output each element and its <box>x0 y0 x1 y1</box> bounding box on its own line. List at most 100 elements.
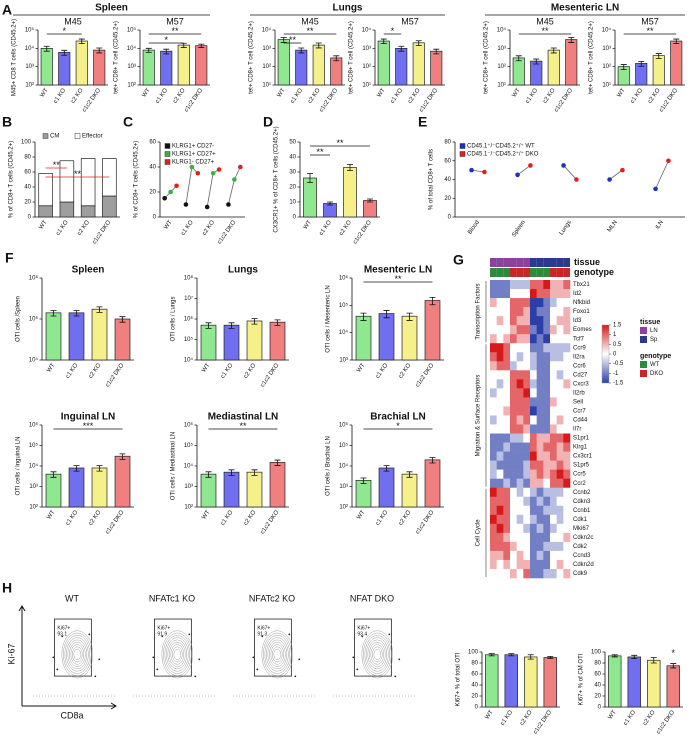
heatmap-cell <box>503 406 511 416</box>
heatmap-cell <box>556 397 564 407</box>
x-tick-label: c2 KO <box>647 87 662 104</box>
annotation-title: tissue <box>574 257 600 267</box>
bar-segment <box>80 158 96 207</box>
heatmap-cell <box>523 307 531 317</box>
contour <box>163 632 192 677</box>
heatmap-cell <box>563 280 571 290</box>
y-tick-label: 10⁶ <box>29 422 39 429</box>
plot-title: Mediastinal LN <box>208 412 279 423</box>
x-axis-label: CD8a <box>60 710 83 720</box>
x-tick-label: WT <box>303 219 313 230</box>
x-tick-label: c2 KO <box>519 709 534 726</box>
heatmap-cell <box>536 379 544 389</box>
x-tick-label: WT <box>141 87 151 98</box>
heatmap-cell <box>556 379 564 389</box>
y-tick-label: 80 <box>24 155 31 161</box>
y-tick-label: 60 <box>24 170 31 176</box>
error-bar <box>383 310 390 319</box>
scale-tick-label: 0.5 <box>613 342 622 348</box>
pair-line <box>655 160 669 190</box>
significance-label: ** <box>239 421 247 431</box>
contour <box>267 639 288 670</box>
heatmap-cell <box>490 532 497 543</box>
heatmap-cell <box>563 370 571 380</box>
y-tick-label: 10³ <box>29 484 38 490</box>
heatmap-cell <box>490 325 497 335</box>
heatmap-cell <box>523 334 531 344</box>
error-bar <box>527 654 534 660</box>
error-bar <box>620 64 627 70</box>
heatmap-cell <box>530 469 537 479</box>
bar <box>401 315 418 361</box>
x-tick-label: Lungs <box>559 220 573 237</box>
x-tick-label: c2 KO <box>88 362 103 379</box>
x-tick-label: c1 KO <box>318 219 333 236</box>
heatmap-cell <box>516 343 524 353</box>
bar <box>312 44 325 86</box>
heatmap-cell <box>516 334 524 344</box>
heatmap-cell <box>503 334 511 344</box>
y-tick-label: 20 <box>289 185 296 191</box>
y-tick-label: 10⁸ <box>184 275 194 282</box>
heatmap-cell <box>563 532 571 543</box>
contour <box>272 646 283 663</box>
heatmap-cell <box>510 532 517 543</box>
x-tick-label: c1 KO <box>55 219 70 236</box>
heatmap-cell <box>543 334 551 344</box>
heatmap-cell <box>490 541 497 552</box>
data-point <box>469 167 474 173</box>
y-tick-label: 10³ <box>127 64 136 70</box>
heatmap-cell <box>490 289 497 299</box>
heatmap-cell <box>490 505 497 516</box>
heatmap-cell <box>550 514 557 525</box>
data-point <box>195 170 201 176</box>
contour <box>363 632 392 677</box>
bar <box>343 167 357 218</box>
gene-label: Il7r <box>573 427 581 433</box>
heatmap-cell <box>556 505 564 516</box>
heatmap-cell <box>503 289 511 299</box>
bar <box>647 659 661 708</box>
heatmap-cell <box>490 298 497 308</box>
tissue-annotation <box>550 258 557 267</box>
pair-line <box>185 166 193 205</box>
heatmap-cell <box>516 361 524 371</box>
heatmap-cell <box>503 478 511 488</box>
x-tick-label: c1c2 DKO <box>352 219 373 245</box>
error-bar <box>367 198 373 203</box>
heatmap-cell <box>543 505 551 516</box>
y-tick-label: 10⁴ <box>339 463 349 470</box>
heatmap-cell <box>530 280 537 290</box>
heatmap-cell <box>490 478 497 488</box>
outlier-dot <box>198 658 201 661</box>
error-bar <box>333 55 340 62</box>
gene-label: Cd27 <box>573 372 588 378</box>
gene-label: Ccr6 <box>573 363 586 369</box>
contour <box>172 646 183 663</box>
heatmap-cell <box>503 433 511 443</box>
gate <box>353 618 392 677</box>
heatmap-cell <box>550 307 557 317</box>
bar <box>377 40 390 86</box>
scale-tick-label: 0 <box>613 352 617 358</box>
heatmap-cell <box>550 316 557 326</box>
contour <box>170 644 185 665</box>
x-tick-label: c1c2 DKO <box>415 362 436 388</box>
heatmap-cell <box>490 550 497 561</box>
heatmap-cell <box>543 298 551 308</box>
error-bar <box>96 465 103 472</box>
heatmap-cell <box>523 469 531 479</box>
contour <box>266 637 289 672</box>
heatmap-cell <box>503 415 511 425</box>
heatmap-cell <box>543 352 551 362</box>
heatmap-cell <box>503 280 511 290</box>
significance-label: ** <box>316 147 324 157</box>
contour <box>373 648 382 660</box>
heatmap-cell <box>510 406 517 416</box>
x-tick-label: c1c2 DKO <box>217 219 238 245</box>
heatmap-cell <box>523 289 531 299</box>
heatmap-cell <box>490 451 497 461</box>
y-tick-label: 10² <box>362 64 371 70</box>
heatmap-cell <box>503 388 511 398</box>
